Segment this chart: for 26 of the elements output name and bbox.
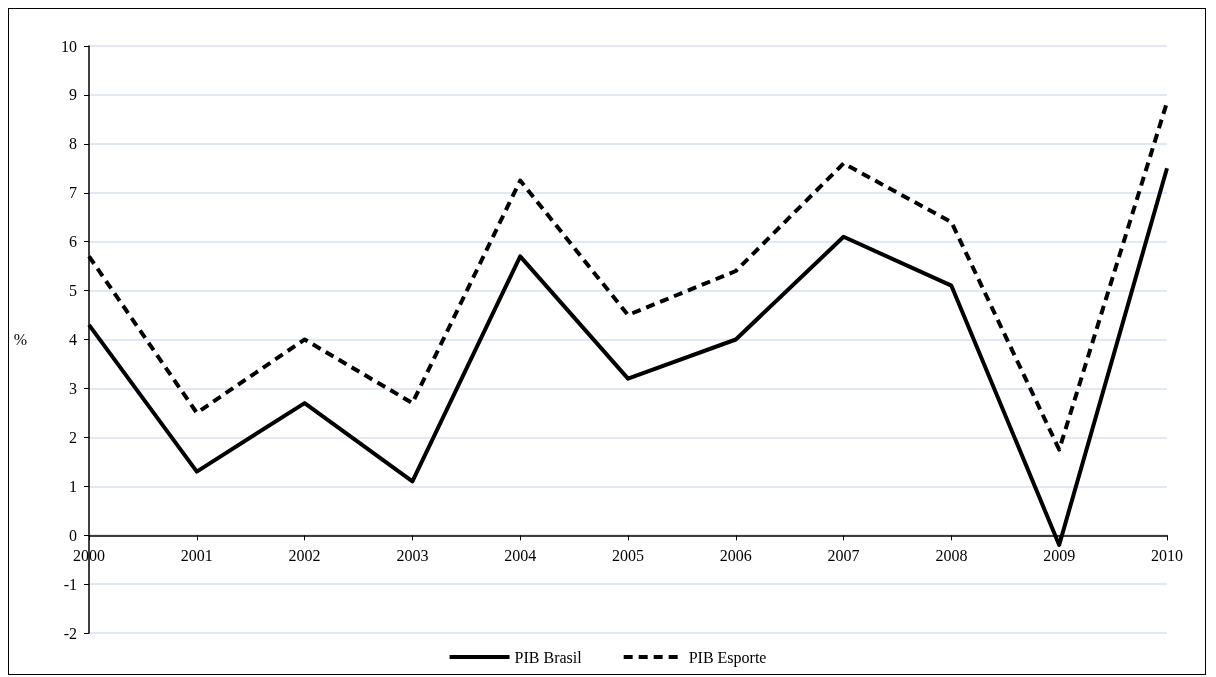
x-tick-label: 2006 [719, 546, 752, 564]
x-tick-label: 2005 [612, 546, 644, 564]
y-tick-label: 5 [69, 282, 77, 300]
x-tick-label: 2001 [180, 546, 213, 564]
y-tick-label: 7 [69, 184, 77, 202]
y-tick-label: 6 [69, 233, 77, 251]
legend-label: PIB Esporte [688, 648, 767, 667]
y-tick-label: 10 [61, 37, 77, 55]
x-tick-label: 2007 [827, 546, 860, 564]
x-tick-label: 2009 [1043, 546, 1076, 564]
y-tick-label: 4 [69, 331, 77, 348]
legend-label: PIB Brasil [514, 648, 583, 666]
x-tick-label: 2010 [1151, 546, 1183, 564]
y-tick-label: 1 [69, 477, 77, 495]
y-tick-label: 2 [69, 428, 77, 446]
x-tick-label: 2004 [504, 546, 537, 564]
y-tick-label: 3 [69, 379, 77, 397]
y-tick-label: 8 [69, 135, 77, 153]
x-tick-label: 2002 [288, 546, 321, 564]
x-tick-label: 2008 [935, 546, 968, 564]
y-tick-label: 0 [69, 526, 77, 544]
y-tick-label: -2 [63, 624, 77, 642]
y-axis-title: % [13, 331, 27, 348]
y-tick-label: -1 [63, 575, 77, 593]
x-tick-label: 2003 [396, 546, 429, 564]
y-tick-label: 9 [69, 86, 77, 104]
